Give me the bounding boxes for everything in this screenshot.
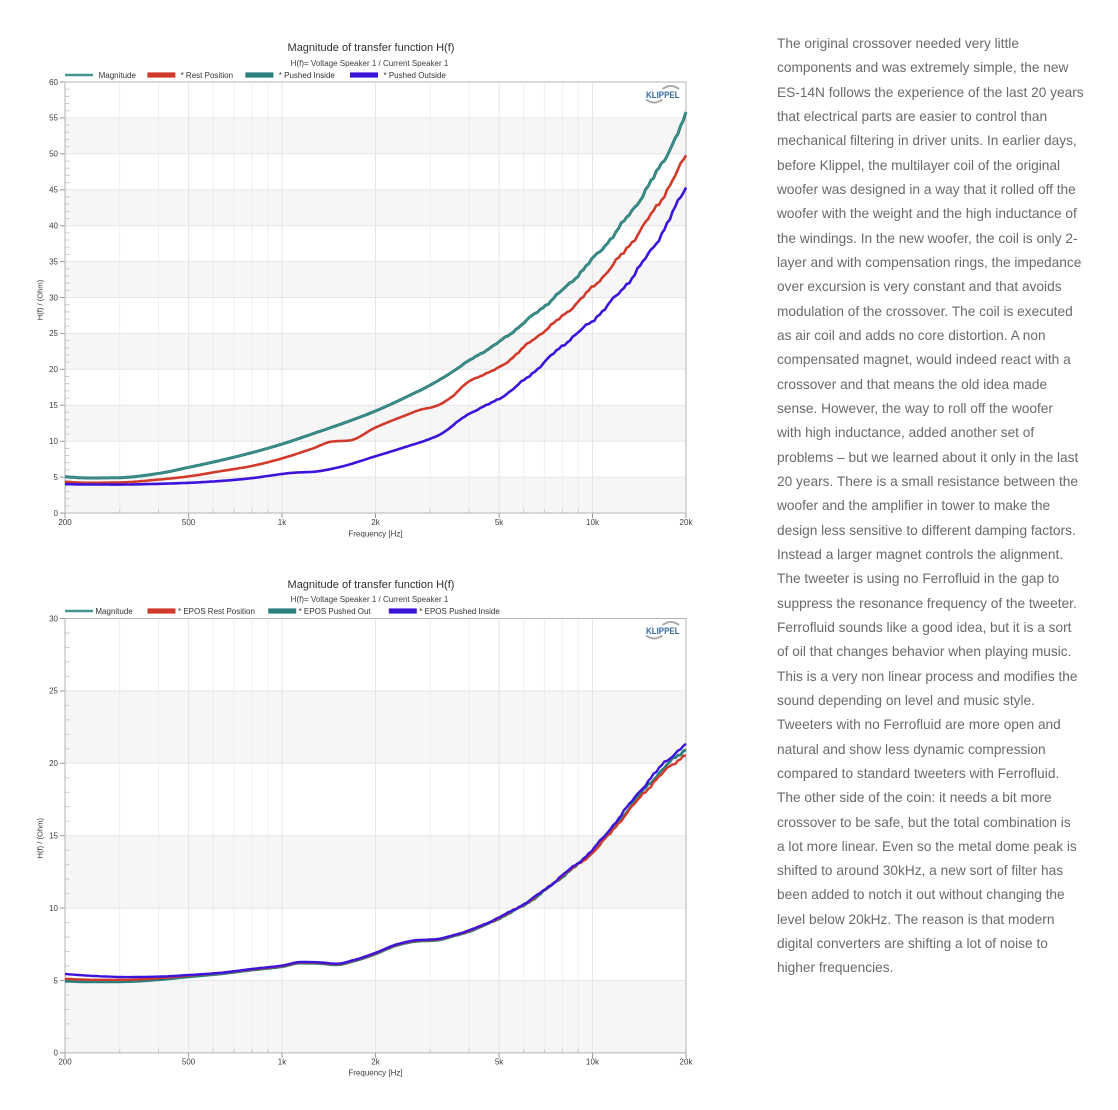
svg-text:H(f) / (Ohm): H(f) / (Ohm) [36,817,45,858]
svg-text:KLIPPEL: KLIPPEL [646,626,680,637]
svg-text:Frequency [Hz]: Frequency [Hz] [348,530,402,539]
svg-text:15: 15 [49,832,58,841]
svg-text:Frequency [Hz]: Frequency [Hz] [348,1069,402,1078]
svg-text:2k: 2k [371,1058,380,1067]
svg-text:55: 55 [49,114,58,123]
svg-text:20k: 20k [680,1058,694,1067]
svg-text:200: 200 [58,518,72,527]
svg-text:20: 20 [49,365,58,374]
svg-text:15: 15 [49,401,58,410]
svg-text:20k: 20k [680,518,694,527]
svg-text:* EPOS Pushed Out: * EPOS Pushed Out [299,607,372,616]
svg-text:200: 200 [58,1058,72,1067]
svg-text:H(f)= Voltage Speaker 1 / Curr: H(f)= Voltage Speaker 1 / Current Speake… [291,59,449,68]
svg-text:2k: 2k [371,518,380,527]
svg-text:25: 25 [49,687,58,696]
svg-text:* EPOS Rest Position: * EPOS Rest Position [178,607,255,616]
svg-text:10: 10 [49,437,58,446]
svg-text:0: 0 [54,1049,59,1058]
svg-text:0: 0 [54,509,59,518]
svg-text:Magnitude: Magnitude [95,607,133,616]
svg-text:45: 45 [49,186,58,195]
svg-text:5: 5 [54,976,59,985]
svg-text:* Pushed Outside: * Pushed Outside [384,71,447,80]
svg-text:30: 30 [49,614,58,623]
svg-text:1k: 1k [278,518,287,527]
svg-text:* EPOS Pushed Inside: * EPOS Pushed Inside [419,607,500,616]
svg-text:H(f) / (Ohm): H(f) / (Ohm) [36,279,45,320]
svg-text:5: 5 [54,473,59,482]
svg-text:5k: 5k [495,518,504,527]
svg-text:Magnitude of transfer function: Magnitude of transfer function H(f) [288,579,455,591]
svg-text:KLIPPEL: KLIPPEL [646,90,680,101]
svg-text:5k: 5k [495,1058,504,1067]
svg-text:Magnitude: Magnitude [99,71,137,80]
svg-text:40: 40 [49,222,58,231]
svg-text:50: 50 [49,150,58,159]
svg-text:10k: 10k [586,518,600,527]
svg-text:30: 30 [49,293,58,302]
svg-text:10: 10 [49,904,58,913]
svg-text:60: 60 [49,78,58,87]
svg-text:Magnitude of transfer function: Magnitude of transfer function H(f) [288,42,455,54]
svg-text:20: 20 [49,759,58,768]
svg-text:* Rest Position: * Rest Position [181,71,233,80]
svg-text:10k: 10k [586,1058,600,1067]
svg-text:500: 500 [182,518,196,527]
svg-text:500: 500 [182,1058,196,1067]
svg-text:H(f)= Voltage Speaker 1 / Curr: H(f)= Voltage Speaker 1 / Current Speake… [291,595,449,604]
svg-text:35: 35 [49,257,58,266]
svg-text:25: 25 [49,329,58,338]
svg-text:1k: 1k [278,1058,287,1067]
svg-text:* Pushed Inside: * Pushed Inside [279,71,336,80]
